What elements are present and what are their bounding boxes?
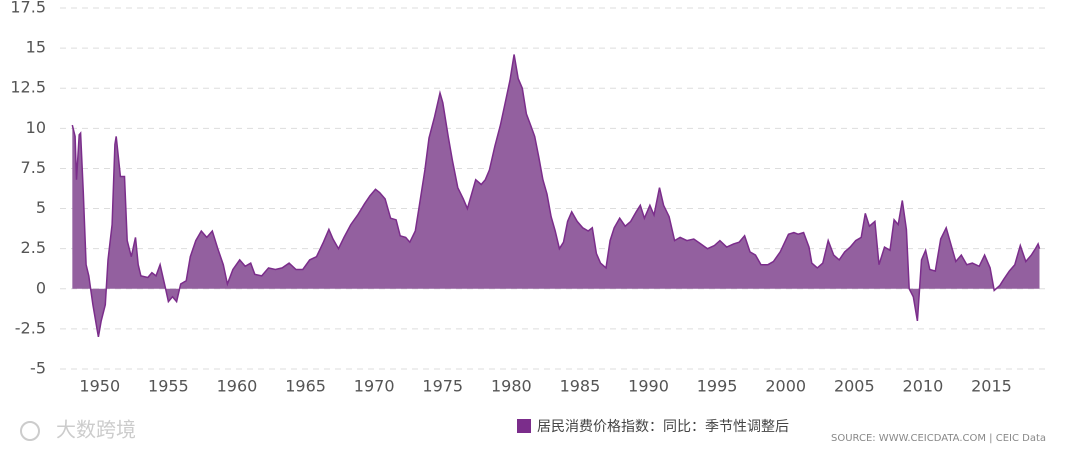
y-tick-label: 12.5 (10, 78, 46, 97)
y-tick-label: -2.5 (15, 318, 46, 337)
y-tick-label: 2.5 (21, 238, 46, 257)
y-tick-label: -5 (30, 359, 46, 378)
x-tick-label: 2000 (765, 377, 806, 396)
x-tick-label: 2010 (903, 377, 944, 396)
x-tick-label: 1965 (285, 377, 326, 396)
x-tick-label: 1975 (422, 377, 463, 396)
x-tick-label: 1960 (217, 377, 258, 396)
x-tick-label: 2005 (834, 377, 875, 396)
y-tick-label: 15 (26, 38, 46, 57)
x-tick-label: 2015 (971, 377, 1012, 396)
x-tick-label: 1980 (491, 377, 532, 396)
y-tick-label: 0 (36, 278, 46, 297)
x-tick-label: 1950 (79, 377, 120, 396)
y-tick-label: 10 (26, 118, 46, 137)
x-tick-label: 1970 (354, 377, 395, 396)
source: SOURCE: WWW.CEICDATA.COM | CEIC Data (831, 433, 1046, 444)
area-line (71, 54, 1041, 338)
area (72, 54, 1040, 337)
x-tick-label: 1990 (628, 377, 669, 396)
x-tick-label: 1985 (560, 377, 601, 396)
x-tick-label: 1955 (148, 377, 189, 396)
y-tick-label: 5 (36, 198, 46, 217)
legend-swatch (517, 419, 531, 433)
y-tick-label: 17.5 (10, 0, 46, 17)
watermark: 大数跨境 (56, 418, 136, 442)
y-tick-label: 7.5 (21, 158, 46, 177)
legend-label: 居民消费价格指数：同比：季节性调整后 (537, 419, 789, 435)
watermark-icon (20, 421, 40, 441)
x-tick-label: 1995 (697, 377, 738, 396)
